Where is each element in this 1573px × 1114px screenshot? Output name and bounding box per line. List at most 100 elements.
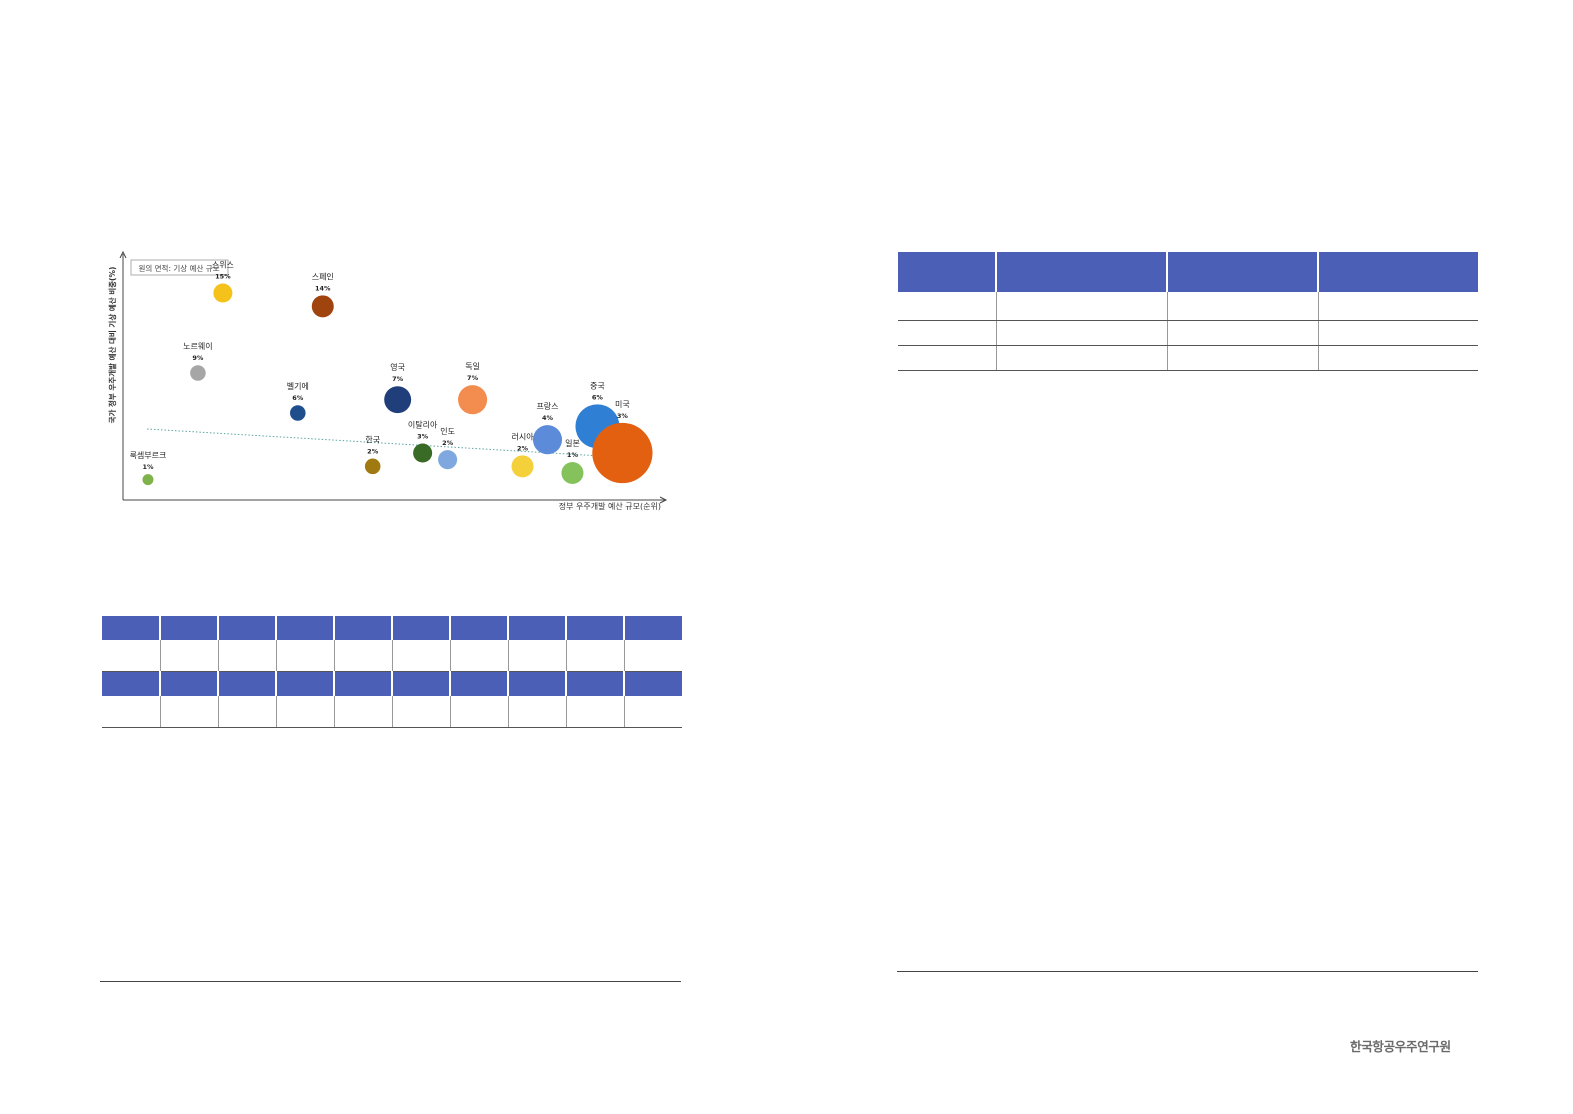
bubble-name-label: 스페인 <box>312 271 334 281</box>
bubble-point <box>290 405 306 421</box>
bubble-name-label: 미국 <box>615 400 630 409</box>
table-cell <box>1166 345 1318 371</box>
table-cell <box>507 616 566 640</box>
table-cell <box>391 671 450 696</box>
table-cell <box>333 696 392 728</box>
left-page-footer-rule <box>100 981 681 982</box>
table-cell <box>995 252 1167 292</box>
table-cell <box>565 671 624 696</box>
table-cell <box>449 696 508 728</box>
bubble-pct-label: 2% <box>367 448 379 456</box>
table-cell <box>898 345 996 371</box>
bubble-name-label: 영국 <box>390 362 405 372</box>
table-cell <box>565 696 624 728</box>
left-table <box>102 616 682 728</box>
institute-logo: 한국항공우주연구원 <box>1350 1039 1451 1054</box>
table-row <box>102 640 682 672</box>
table-cell <box>1317 345 1478 371</box>
bubble-pct-label: 1% <box>142 463 154 471</box>
table-cell <box>898 292 996 321</box>
bubble-name-label: 러시아 <box>511 431 534 441</box>
table-cell <box>102 616 160 640</box>
table-cell <box>995 320 1167 346</box>
table-cell <box>898 320 996 346</box>
table-cell <box>1317 292 1478 321</box>
bubble-name-label: 이탈리아 <box>408 419 438 429</box>
table-row <box>898 320 1478 346</box>
bubble-name-label: 프랑스 <box>536 401 558 411</box>
table-cell <box>623 640 682 672</box>
table-cell <box>391 616 450 640</box>
x-axis-label: 정부 우주개발 예산 규모(순위) <box>559 501 661 511</box>
bubble-pct-label: 9% <box>192 354 204 362</box>
chart-axes <box>119 250 668 504</box>
table-row <box>102 696 682 728</box>
table-cell <box>333 616 392 640</box>
bubble-name-label: 룩셈부르크 <box>130 451 167 460</box>
table-cell <box>507 671 566 696</box>
bubble-pct-label: 7% <box>392 375 404 383</box>
table-header-row <box>102 616 682 640</box>
table-cell <box>102 671 160 696</box>
table-cell <box>217 696 276 728</box>
table-cell <box>159 640 218 672</box>
bubble-name-label: 스위스 <box>212 260 234 269</box>
table-cell <box>898 252 996 292</box>
table-header-row <box>898 252 1478 292</box>
table-cell <box>391 696 450 728</box>
table-cell <box>275 616 334 640</box>
trend-line <box>146 428 619 458</box>
bubble-pct-label: 6% <box>292 394 304 402</box>
bubble-name-label: 한국 <box>365 436 380 445</box>
table-cell <box>217 640 276 672</box>
table-cell <box>275 696 334 728</box>
table-cell <box>1317 320 1478 346</box>
table-cell <box>623 616 682 640</box>
bubble-pct-label: 6% <box>592 393 604 401</box>
table-cell <box>565 616 624 640</box>
table-cell <box>507 640 566 672</box>
table-cell <box>1166 292 1318 321</box>
bubble-chart: 원의 면적: 기상 예산 규모 국가 정부 우주개발 예산 대비 기상 예산 비… <box>107 250 668 511</box>
bubble-name-label: 벨기에 <box>287 381 309 391</box>
table-cell <box>565 640 624 672</box>
table-cell <box>1166 320 1318 346</box>
bubble-point <box>142 474 154 486</box>
bubble-point <box>592 422 653 484</box>
bubble-point <box>384 386 412 414</box>
bubble-point <box>458 385 488 415</box>
bubble-name-label: 인도 <box>440 426 455 436</box>
table-header-row <box>102 671 682 696</box>
table-cell <box>102 640 160 672</box>
bubble-name-label: 노르웨이 <box>183 341 212 351</box>
table-cell <box>333 671 392 696</box>
table-cell <box>217 616 276 640</box>
bubble-pct-label: 4% <box>542 414 554 422</box>
bubble-pct-label: 3% <box>417 432 429 440</box>
legend-box: 원의 면적: 기상 예산 규모 <box>130 259 229 276</box>
bubble-pct-label: 7% <box>467 374 479 382</box>
bubble-pct-label: 2% <box>442 439 454 447</box>
bubble-name-label: 중국 <box>590 381 605 390</box>
table-cell <box>102 696 160 728</box>
table-cell <box>995 292 1167 321</box>
bubble-point <box>532 425 563 455</box>
table-cell <box>333 640 392 672</box>
table-cell <box>391 640 450 672</box>
right-page-footer-rule <box>897 971 1478 972</box>
table-cell <box>449 671 508 696</box>
bubble-point <box>438 450 458 470</box>
bubble-name-label: 일본 <box>565 439 580 448</box>
bubble-point <box>561 462 584 484</box>
table-row <box>898 345 1478 371</box>
bubble-pct-label: 14% <box>315 284 331 292</box>
table-cell <box>623 671 682 696</box>
bubble-point <box>311 295 334 318</box>
table-cell <box>1317 252 1478 292</box>
bubble-point <box>364 458 381 475</box>
bubble-point <box>213 283 233 303</box>
bubble-point <box>190 365 206 381</box>
bubble-pct-label: 3% <box>617 412 629 420</box>
table-cell <box>623 696 682 728</box>
table-cell <box>275 640 334 672</box>
